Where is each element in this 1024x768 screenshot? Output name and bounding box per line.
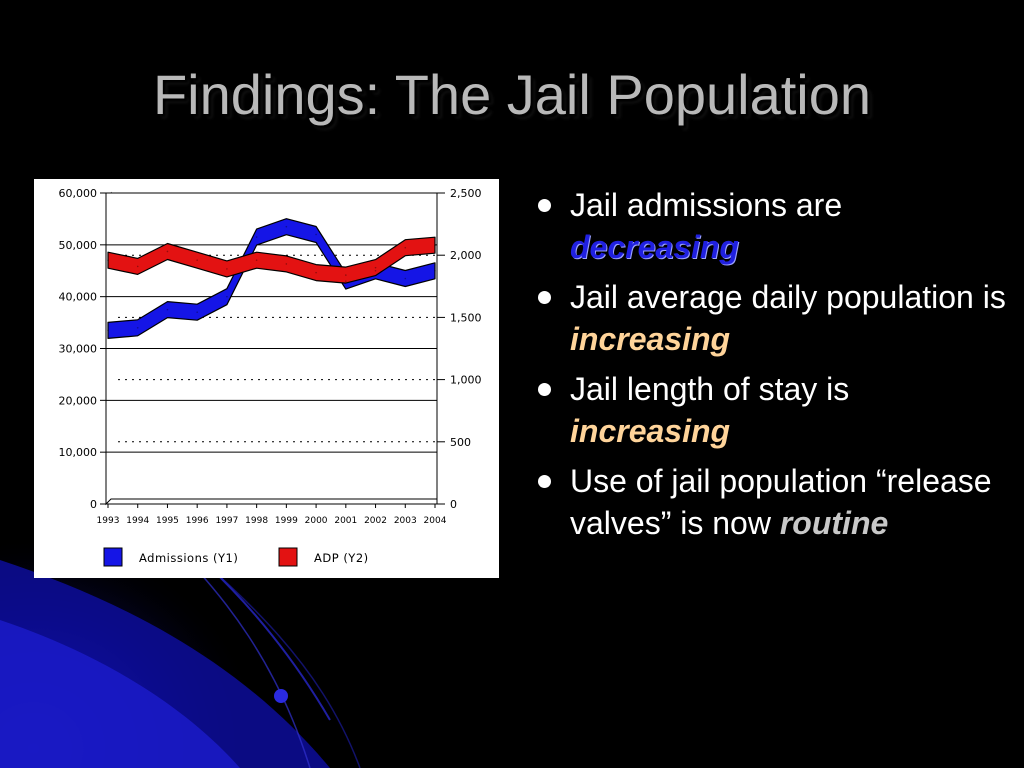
legend-label-adp: ADP (Y2) (314, 551, 369, 565)
adp-point (345, 274, 347, 276)
bullet-item: Jail length of stay is increasing (536, 368, 1016, 452)
admissions-point (166, 308, 169, 311)
slide-title: Findings: The Jail Population (152, 63, 872, 126)
y2-tick-label: 1,500 (450, 311, 482, 324)
y1-tick-label: 30,000 (59, 343, 98, 356)
bullet-text: Use of jail population “release valves” … (570, 463, 992, 541)
admissions-point (226, 295, 228, 298)
admissions-point (345, 280, 347, 282)
y1-tick-label: 20,000 (59, 394, 98, 407)
adp-point (374, 266, 377, 269)
x-tick-label: 1998 (245, 516, 268, 526)
adp-point (196, 259, 198, 261)
y2-tick-label: 2,500 (450, 187, 482, 200)
bullet-text: Jail average daily population is (570, 279, 1006, 315)
admissions-point (107, 329, 109, 332)
bullet-dot (538, 199, 551, 212)
y1-tick-label: 0 (90, 498, 97, 511)
legend-swatch-adp (278, 547, 298, 567)
admissions-point (196, 311, 198, 314)
bullet-emphasis: increasing (570, 321, 731, 357)
bullet-list: Jail admissions are decreasing Jail aver… (536, 184, 1016, 552)
adp-point (255, 259, 258, 261)
x-tick-label: 2002 (364, 516, 387, 526)
admissions-point (404, 277, 407, 280)
admissions-point (285, 225, 288, 228)
x-tick-label: 1997 (215, 516, 238, 526)
legend-label-admissions: Admissions (Y1) (139, 551, 238, 565)
x-tick-label: 1994 (126, 516, 149, 526)
y2-tick-label: 1,000 (450, 374, 482, 387)
plot-floor (104, 498, 438, 505)
legend-swatch-admissions (103, 547, 123, 567)
x-tick-label: 2000 (305, 516, 328, 526)
swoosh-dot (274, 689, 288, 703)
x-tick-label: 2001 (334, 516, 357, 526)
admissions-point (434, 269, 436, 272)
adp-point (434, 244, 436, 247)
x-tick-label: 1995 (156, 516, 179, 526)
y1-tick-label: 60,000 (59, 187, 98, 200)
adp-series-line (107, 236, 436, 284)
y1-tick-label: 40,000 (59, 291, 98, 304)
y2-tick-label: 2,000 (450, 249, 482, 262)
bullet-emphasis: routine (779, 505, 889, 541)
bullet-text: Jail admissions are (570, 187, 843, 223)
x-tick-label: 2003 (394, 516, 417, 526)
x-tick-label: 1999 (275, 516, 298, 526)
x-tick-label: 1993 (97, 516, 120, 526)
adp-point (226, 268, 228, 270)
y1-tick-label: 10,000 (59, 446, 98, 459)
bullet-item: Jail admissions are decreasing (536, 184, 1016, 268)
y2-tick-label: 0 (450, 498, 457, 511)
bullet-emphasis: increasing (570, 413, 731, 449)
bullet-item: Use of jail population “release valves” … (536, 460, 1016, 544)
admissions-point (374, 269, 377, 272)
bullet-dot (538, 475, 551, 488)
adp-point (166, 250, 169, 253)
adp-point (107, 259, 109, 261)
adp-point (136, 265, 139, 268)
bullet-text: Jail length of stay is (570, 371, 850, 407)
line-chart: 0 10,000 20,000 30,000 40,000 50,000 60,000 0 50… (59, 187, 482, 567)
bullet-emphasis: decreasing (570, 229, 739, 265)
bullet-dot (538, 291, 551, 304)
adp-point (285, 263, 288, 265)
adp-point (404, 246, 407, 249)
admissions-point (315, 233, 317, 236)
bullet-dot (538, 383, 551, 396)
admissions-series-line (107, 218, 436, 339)
x-tick-label: 1996 (186, 516, 209, 526)
y2-tick-label: 500 (450, 436, 471, 449)
adp-point (315, 271, 317, 274)
bullet-item: Jail average daily population is increas… (536, 276, 1016, 360)
y1-tick-label: 50,000 (59, 239, 98, 252)
chart-panel: 0 10,000 20,000 30,000 40,000 50,000 60,000 0 50… (34, 179, 499, 578)
admissions-point (255, 236, 258, 238)
admissions-point (136, 326, 139, 329)
x-tick-label: 2004 (424, 516, 447, 526)
